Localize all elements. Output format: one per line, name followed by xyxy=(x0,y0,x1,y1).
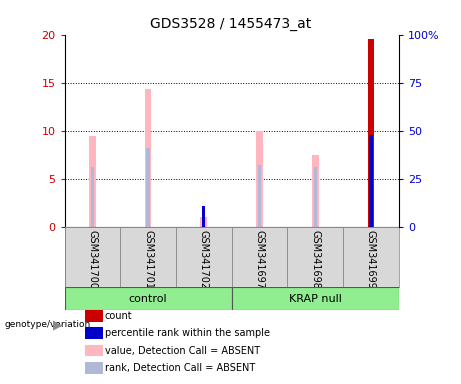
Bar xyxy=(367,40,374,227)
Text: ▶: ▶ xyxy=(53,318,63,331)
Bar xyxy=(369,135,372,227)
Text: GSM341698: GSM341698 xyxy=(310,230,320,289)
Text: control: control xyxy=(129,294,167,304)
Text: genotype/variation: genotype/variation xyxy=(5,320,91,329)
Bar xyxy=(313,167,317,227)
Bar xyxy=(201,217,207,227)
Text: value, Detection Call = ABSENT: value, Detection Call = ABSENT xyxy=(105,346,260,356)
Text: count: count xyxy=(105,311,132,321)
Text: GSM341702: GSM341702 xyxy=(199,230,209,289)
Bar xyxy=(258,164,261,227)
Text: KRAP null: KRAP null xyxy=(289,294,342,304)
Bar xyxy=(147,148,150,227)
Text: GSM341699: GSM341699 xyxy=(366,230,376,289)
Bar xyxy=(120,227,176,287)
Text: GSM341700: GSM341700 xyxy=(88,230,97,289)
Bar xyxy=(231,287,399,310)
Bar xyxy=(256,131,263,227)
Bar xyxy=(343,227,399,287)
Text: GSM341701: GSM341701 xyxy=(143,230,153,289)
Bar xyxy=(85,327,103,339)
Bar xyxy=(231,227,287,287)
Bar xyxy=(85,344,103,356)
Bar xyxy=(145,89,151,227)
Bar xyxy=(89,136,96,227)
Text: percentile rank within the sample: percentile rank within the sample xyxy=(105,328,270,338)
Text: rank, Detection Call = ABSENT: rank, Detection Call = ABSENT xyxy=(105,363,255,373)
Bar xyxy=(65,227,120,287)
Bar xyxy=(85,310,103,322)
Text: GSM341697: GSM341697 xyxy=(254,230,265,289)
Text: GDS3528 / 1455473_at: GDS3528 / 1455473_at xyxy=(150,17,311,31)
Bar xyxy=(85,362,103,374)
Bar xyxy=(312,155,319,227)
Bar xyxy=(176,227,231,287)
Bar xyxy=(202,206,206,227)
Bar xyxy=(91,167,94,227)
Bar xyxy=(65,287,231,310)
Bar xyxy=(287,227,343,287)
